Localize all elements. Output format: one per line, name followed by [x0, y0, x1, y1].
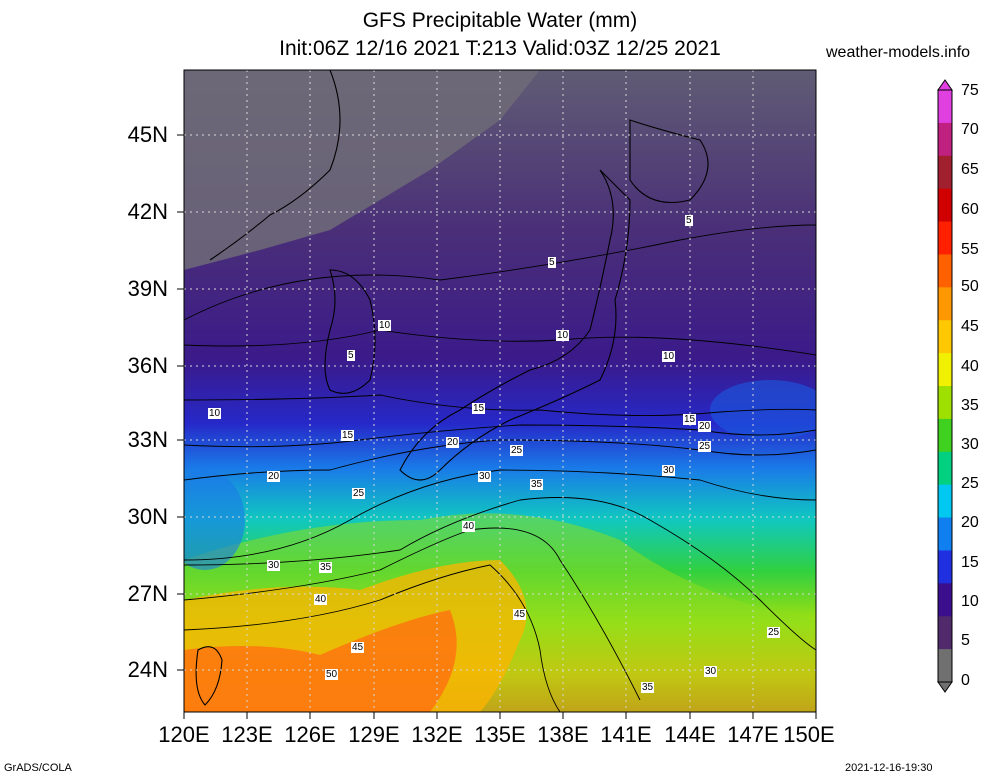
contour-label: 15: [683, 414, 697, 425]
lon-label: 129E: [348, 722, 400, 747]
lat-label: 24N: [127, 657, 168, 682]
lon-label: 135E: [474, 722, 526, 747]
colorbar-label: 40: [961, 358, 979, 375]
colorbar-label: 10: [961, 593, 979, 610]
colorbar-segment: [938, 188, 952, 223]
contour-label: 40: [462, 521, 476, 532]
graticule: [184, 70, 816, 712]
contour-label: 10: [208, 408, 222, 419]
colorbar-segment: [938, 90, 952, 124]
contour-label: 30: [478, 471, 492, 482]
colorbar-label: 15: [961, 554, 979, 571]
colorbar-segment: [938, 550, 952, 584]
contour-label: 35: [530, 479, 544, 490]
contour-label: 5: [548, 257, 556, 268]
coast-moist: [184, 470, 245, 570]
colorbar-label: 30: [961, 436, 979, 453]
colorbar-segment: [938, 616, 952, 650]
colorbar-segment: [938, 320, 952, 354]
colorbar-frame: [937, 89, 953, 683]
lat-label: 30N: [127, 504, 168, 529]
colorbar-segment: [938, 517, 952, 551]
contour-label: 20: [698, 421, 712, 432]
colorbar-segment: [938, 451, 952, 486]
contour-label: 50: [325, 669, 339, 680]
colorbar-segment: [938, 155, 952, 190]
colorbar-label: 55: [961, 241, 979, 258]
colorbar-label: 70: [961, 121, 979, 138]
colorbar-max-arrow: [937, 79, 953, 91]
contour-label: 15: [341, 430, 355, 441]
colorbar-segment: [938, 386, 952, 420]
contour-label: 25: [510, 445, 524, 456]
lat-label: 27N: [127, 581, 168, 606]
colorbar-label: 60: [961, 201, 979, 218]
contour-label: 30: [704, 666, 718, 677]
colorbar-label: 25: [961, 475, 979, 492]
colorbar: [937, 79, 953, 693]
colorbar-segment: [938, 353, 952, 387]
colorbar-segment: [938, 122, 952, 157]
lon-label: 150E: [783, 722, 835, 747]
contour-label: 25: [698, 441, 712, 452]
lat-label: 45N: [127, 122, 168, 147]
contour-label: 25: [352, 488, 366, 499]
contour-label: 40: [314, 594, 328, 605]
lat-label: 39N: [127, 276, 168, 301]
lon-label: 132E: [411, 722, 463, 747]
lat-label: 42N: [127, 199, 168, 224]
colorbar-label: 50: [961, 278, 979, 295]
software-credit: GrADS/COLA: [4, 762, 72, 774]
lon-label: 138E: [537, 722, 589, 747]
colorbar-label: 75: [961, 82, 979, 99]
site-name: weather-models.info: [826, 44, 971, 61]
lon-label: 144E: [664, 722, 716, 747]
colorbar-segment: [938, 583, 952, 617]
chart-title: GFS Precipitable Water (mm): [362, 9, 638, 32]
contour-label: 10: [662, 351, 676, 362]
colorbar-min-arrow: [937, 681, 953, 693]
colorbar-segment: [938, 221, 952, 255]
colorbar-label: 35: [961, 397, 979, 414]
contour-label: 35: [319, 562, 333, 573]
coastlines: [195, 70, 709, 706]
contour-label: 35: [641, 682, 655, 693]
contour-label: 30: [267, 560, 281, 571]
contour-label: 45: [351, 642, 365, 653]
colorbar-segment: [938, 649, 952, 683]
colorbar-label: 65: [961, 161, 979, 178]
generated-timestamp: 2021-12-16-19:30: [845, 762, 933, 774]
contour-label: 15: [472, 403, 486, 414]
colorbar-segment: [938, 287, 952, 321]
contour-label: 10: [556, 330, 570, 341]
contour-label: 10: [378, 320, 392, 331]
colorbar-label: 45: [961, 318, 979, 335]
colorbar-label: 20: [961, 514, 979, 531]
wettest-region: [184, 610, 457, 712]
chart-subtitle: Init:06Z 12/16 2021 T:213 Valid:03Z 12/2…: [279, 37, 721, 60]
lon-label: 120E: [158, 722, 210, 747]
contour-label: 20: [267, 471, 281, 482]
lat-label: 33N: [127, 427, 168, 452]
colorbar-label: 0: [961, 672, 970, 689]
colorbar-segment: [938, 418, 952, 453]
contour-label: 45: [513, 609, 527, 620]
contour-label: 5: [347, 350, 355, 361]
colorbar-segment: [938, 254, 952, 288]
contour-label: 20: [446, 437, 460, 448]
lon-label: 123E: [221, 722, 273, 747]
lon-label: 126E: [284, 722, 336, 747]
contour-label: 25: [767, 627, 781, 638]
colorbar-segment: [938, 484, 952, 519]
contour-label: 5: [685, 215, 693, 226]
contour-label: 30: [662, 465, 676, 476]
lon-label: 147E: [727, 722, 779, 747]
colorbar-label: 5: [961, 632, 970, 649]
dry-region: [184, 70, 540, 270]
lat-label: 36N: [127, 353, 168, 378]
lon-label: 141E: [600, 722, 652, 747]
axis-ticks: [177, 134, 817, 719]
